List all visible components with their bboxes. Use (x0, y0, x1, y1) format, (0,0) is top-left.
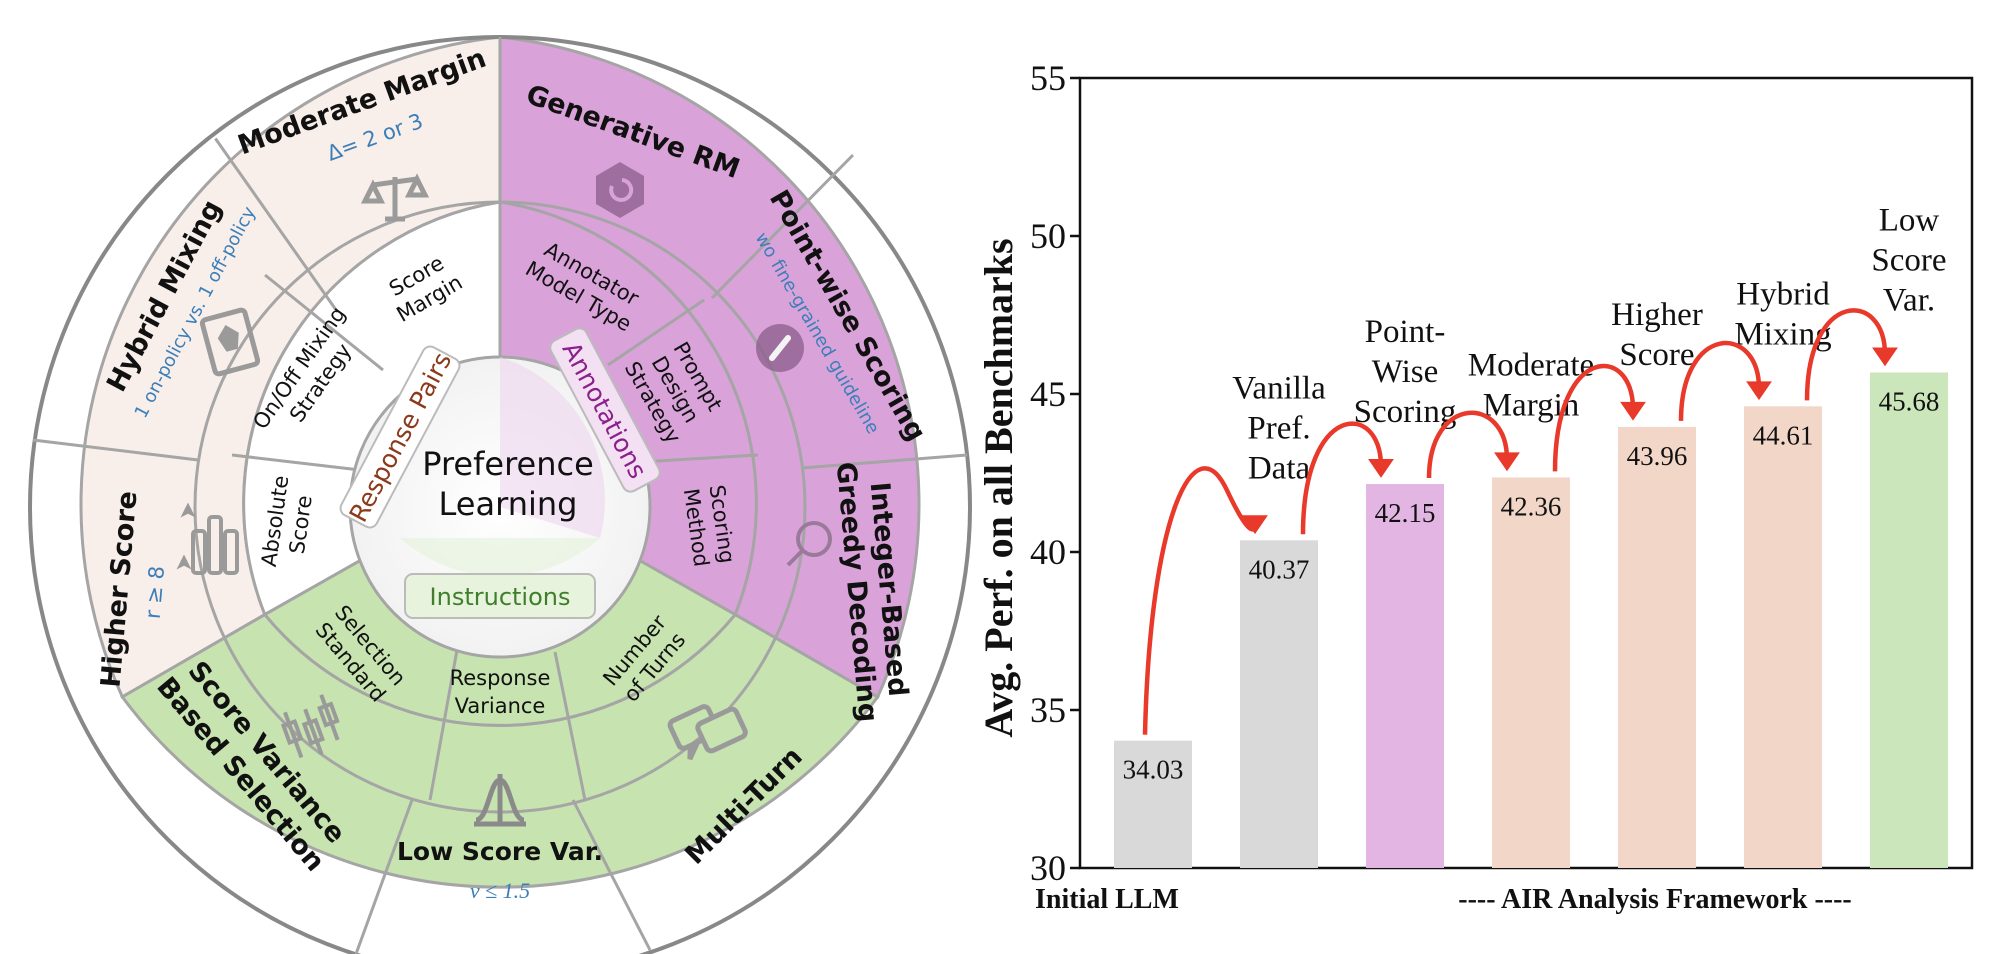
arrow-0 (1142, 466, 1258, 735)
y-axis-label: Avg. Perf. on all Benchmarks (980, 238, 1021, 737)
bar-value-label-5: 44.61 (1753, 420, 1814, 450)
arrow-1 (1300, 421, 1384, 535)
preference-learning-wheel: Preference Learning Response Pairs Annot… (28, 35, 972, 954)
arrow-head-1 (1368, 459, 1394, 478)
higher-score-sub: r ≥ 8 (141, 565, 170, 620)
arrow-2 (1426, 410, 1510, 479)
arrow-5 (1804, 308, 1888, 401)
bar-4 (1618, 426, 1696, 868)
response-variance-line1: Response (450, 666, 551, 690)
y-tick-label-40: 40 (1030, 532, 1066, 572)
arrow-head-3 (1620, 401, 1646, 421)
bar-value-label-0: 34.03 (1123, 755, 1184, 785)
bar-value-label-6: 45.68 (1879, 387, 1940, 417)
y-tick-label-55: 55 (1030, 58, 1066, 98)
category-label-3-0: Moderate (1468, 347, 1594, 383)
bell-curve-icon (474, 774, 526, 827)
rating-bars-icon (176, 502, 239, 575)
bar-1 (1240, 540, 1318, 868)
candlestick-icon (280, 694, 340, 759)
chat-bubbles-icon (667, 704, 748, 761)
y-tick-label-30: 30 (1030, 848, 1066, 888)
category-label-6-1: Score (1871, 243, 1946, 279)
response-variance-line2: Variance (455, 694, 546, 718)
bar-5 (1744, 406, 1822, 868)
y-tick-label-50: 50 (1030, 216, 1066, 256)
category-label-2-1: Wise (1372, 354, 1438, 390)
bar-0 (1114, 740, 1192, 868)
bar-3 (1492, 477, 1570, 868)
x-label-left: Initial LLM (1035, 884, 1179, 915)
category-label-1-0: Vanilla (1232, 370, 1326, 406)
category-label-1-1: Pref. (1247, 410, 1310, 446)
bar-6 (1870, 372, 1948, 868)
center-title-line1: Preference (422, 445, 594, 483)
category-label-6-2: Var. (1883, 283, 1935, 319)
arrow-head-5 (1872, 347, 1898, 367)
bar-value-label-3: 42.36 (1501, 491, 1562, 521)
arrow-3 (1552, 363, 1636, 472)
pen-circle-icon (756, 324, 804, 372)
arrow-head-0 (1242, 515, 1268, 535)
arrow-4 (1678, 340, 1762, 421)
category-label-4-1: Score (1619, 337, 1694, 373)
bar-value-label-2: 42.15 (1375, 498, 1436, 528)
center-title-line2: Learning (439, 485, 578, 523)
low-score-var-title: Low Score Var. (397, 837, 603, 866)
scale-icon (360, 173, 430, 222)
magnifier-icon (786, 521, 832, 567)
category-label-1-2: Data (1248, 450, 1311, 486)
category-label-2-0: Point- (1365, 314, 1446, 350)
category-label-5-0: Hybrid (1736, 276, 1830, 312)
card-shuffle-icon (199, 307, 261, 377)
low-score-var-sub: v ≤ 1.5 (470, 878, 530, 903)
category-label-6-0: Low (1879, 203, 1940, 239)
y-tick-label-45: 45 (1030, 374, 1066, 414)
category-label-4-0: Higher (1611, 297, 1703, 333)
instructions-label: Instructions (430, 583, 571, 611)
x-label-right: ---- AIR Analysis Framework ---- (1458, 884, 1852, 915)
category-label-2-2: Scoring (1354, 394, 1457, 430)
bar-value-label-4: 43.96 (1627, 441, 1688, 471)
bar-value-label-1: 40.37 (1249, 554, 1310, 584)
instructions-badge: Instructions (404, 573, 596, 619)
arrow-head-4 (1746, 381, 1772, 401)
performance-bar-chart: 30 35 40 45 50 55 34.03 40.37 42.15 42.36 43.96 44.… (980, 58, 1974, 915)
refresh-hexagon-icon (596, 162, 644, 218)
y-tick-label-35: 35 (1030, 690, 1066, 730)
bar-2 (1366, 484, 1444, 868)
arrow-head-2 (1494, 452, 1520, 472)
